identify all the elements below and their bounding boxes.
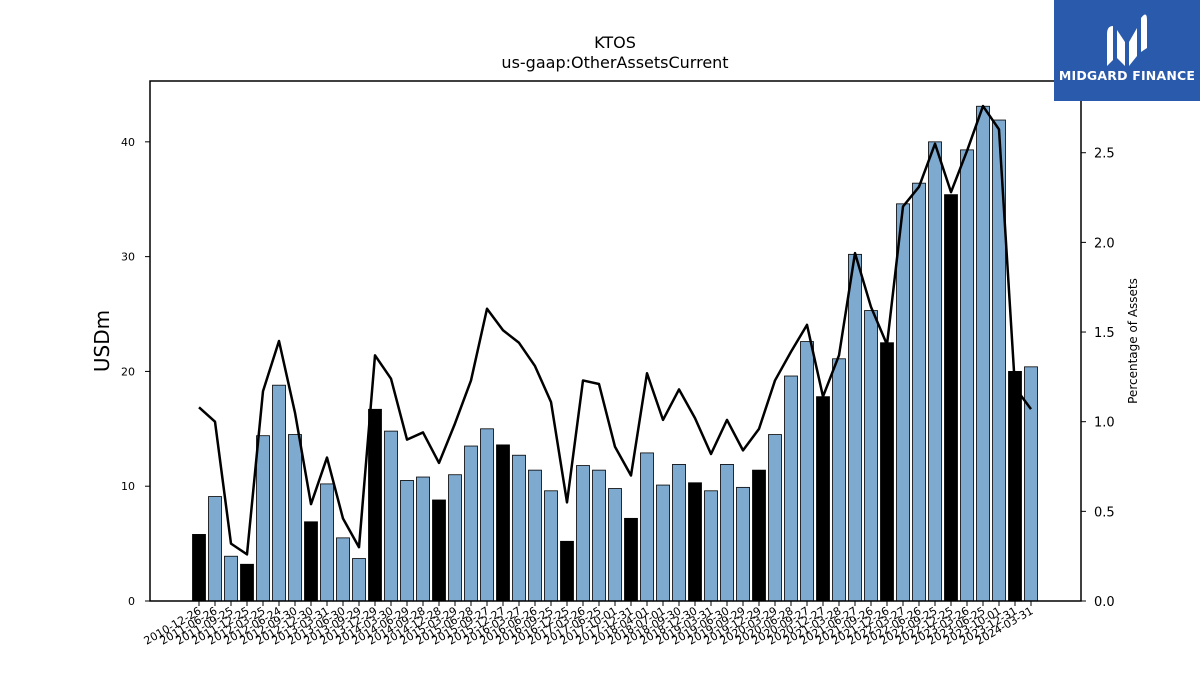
bar-2011-12-25 xyxy=(240,563,254,602)
y-axis: 0 10 20 30 40 xyxy=(121,136,150,608)
bar-2011-06-26 xyxy=(208,496,222,602)
bar-2015-09-27 xyxy=(480,428,494,602)
bar-2016-09-25 xyxy=(544,490,558,602)
y2-tick-label: 0.0 xyxy=(1094,595,1115,610)
bar-2019-12-29 xyxy=(752,469,766,602)
bars-group xyxy=(192,105,1038,602)
bar-2017-12-31 xyxy=(624,517,638,602)
bar-2020-06-28 xyxy=(784,375,798,602)
bar-2013-06-30 xyxy=(336,537,350,602)
y2-tick-label: 2.5 xyxy=(1094,147,1115,162)
bar-2012-03-25 xyxy=(256,435,270,602)
y-tick-label: 40 xyxy=(121,136,135,149)
bar-2023-12-31 xyxy=(1008,371,1022,602)
bar-2016-12-25 xyxy=(560,540,574,602)
bar-2021-06-27 xyxy=(848,253,862,602)
bar-2014-12-28 xyxy=(432,499,446,602)
bar-2020-09-27 xyxy=(800,341,814,602)
y-axis-label: USDm xyxy=(90,310,114,372)
y2-tick-label: 1.5 xyxy=(1094,326,1115,341)
logo-text: MIDGARD FINANCE xyxy=(1058,68,1196,83)
bar-2018-07-01 xyxy=(656,484,670,602)
bar-2012-09-30 xyxy=(288,434,302,602)
bar-2022-03-27 xyxy=(896,203,910,602)
bar-2019-06-30 xyxy=(720,463,734,602)
bar-2022-12-25 xyxy=(944,194,958,602)
y-tick-label: 10 xyxy=(121,480,135,493)
bar-2013-03-31 xyxy=(320,483,334,602)
y2-tick-label: 1.0 xyxy=(1094,416,1115,431)
bar-2011-09-25 xyxy=(224,555,238,602)
bar-2015-12-27 xyxy=(496,444,510,602)
brand-logo: MIDGARD FINANCE xyxy=(1054,0,1200,101)
bar-2018-04-01 xyxy=(640,452,654,602)
bar-2017-10-01 xyxy=(608,488,622,602)
bar-2018-09-30 xyxy=(672,463,686,602)
chart-subtitle: us-gaap:OtherAssetsCurrent xyxy=(501,53,728,72)
bar-2021-03-28 xyxy=(832,358,846,602)
bar-2018-12-30 xyxy=(688,482,702,602)
bar-2020-12-27 xyxy=(816,396,830,602)
y-tick-label: 0 xyxy=(128,595,135,608)
bar-2019-09-29 xyxy=(736,486,750,602)
bar-2012-06-24 xyxy=(272,384,286,602)
bar-2014-03-30 xyxy=(384,430,398,602)
y2-tick-label: 0.5 xyxy=(1094,505,1115,520)
bar-2010-12-26 xyxy=(192,534,206,602)
bar-2020-03-29 xyxy=(768,434,782,602)
bar-2023-03-26 xyxy=(960,149,974,602)
chart-title: KTOS xyxy=(594,33,636,52)
bar-2021-09-26 xyxy=(864,310,878,602)
bar-2022-06-26 xyxy=(912,182,926,602)
x-axis: 2010-12-262011-06-262011-09-252011-12-25… xyxy=(142,601,1036,648)
y-tick-label: 20 xyxy=(121,365,135,378)
y2-axis: 0.0 0.5 1.0 1.5 2.0 2.5 xyxy=(1081,147,1115,610)
bar-2016-03-27 xyxy=(512,454,526,602)
percentage-line xyxy=(198,104,1033,556)
bar-2016-06-26 xyxy=(528,469,542,602)
bar-2014-09-28 xyxy=(416,476,430,602)
line-group xyxy=(198,104,1033,556)
bar-2012-12-30 xyxy=(304,521,318,602)
bar-2021-12-26 xyxy=(880,342,894,602)
bar-2017-06-25 xyxy=(592,469,606,602)
bar-2015-06-28 xyxy=(464,445,478,602)
bar-2022-09-25 xyxy=(928,141,942,602)
bar-2014-06-29 xyxy=(400,480,414,602)
bar-2023-06-25 xyxy=(976,105,990,602)
y2-axis-label: Percentage of Assets xyxy=(1126,278,1140,404)
bar-2015-03-29 xyxy=(448,474,462,602)
bar-2017-03-26 xyxy=(576,465,590,602)
bar-2013-09-29 xyxy=(352,558,366,602)
bar-2013-12-29 xyxy=(368,408,382,602)
y2-tick-label: 2.0 xyxy=(1094,236,1115,251)
midgard-logo-icon xyxy=(1107,14,1147,66)
bar-2019-03-31 xyxy=(704,490,718,602)
y-tick-label: 30 xyxy=(121,251,135,264)
